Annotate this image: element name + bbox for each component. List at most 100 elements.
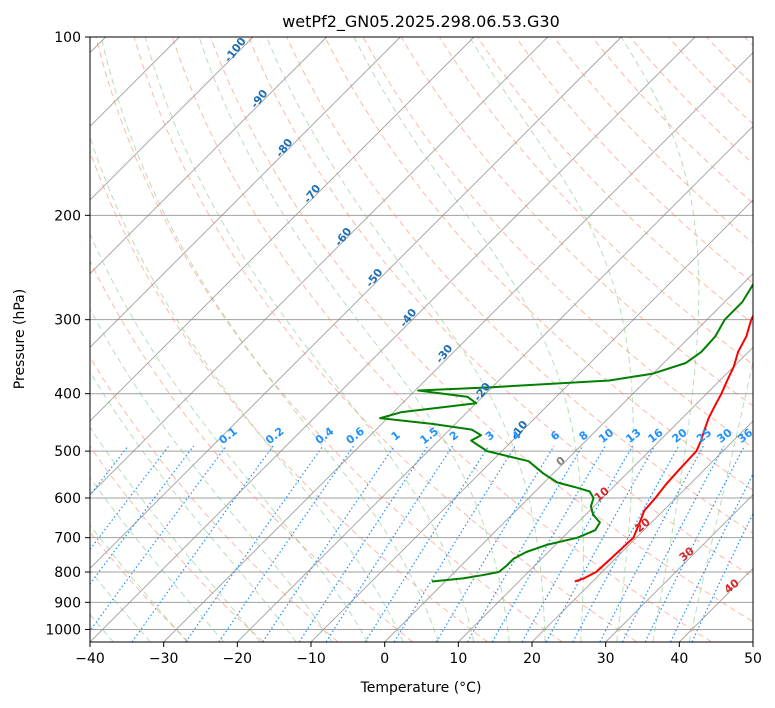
x-tick-label: −20 xyxy=(223,651,253,667)
moist-adiabat-label: -90 xyxy=(248,87,271,111)
isotherm-line xyxy=(90,37,401,348)
isotherm-line xyxy=(752,641,753,642)
mixing-ratio-label: 36 xyxy=(735,426,755,446)
x-tick-label: −40 xyxy=(75,651,105,667)
mixing-ratio-line xyxy=(90,445,170,551)
mixing-ratio-line xyxy=(262,445,395,642)
mixing-ratio-label: 2 xyxy=(447,428,461,443)
isotherm-line xyxy=(310,199,753,642)
y-axis-label: Pressure (hPa) xyxy=(12,289,28,389)
moist-adiabat-line xyxy=(144,37,475,642)
mixing-ratio-line xyxy=(364,445,490,642)
moist-adiabat-line xyxy=(620,37,700,642)
dry-adiabat-line xyxy=(515,37,753,284)
chart-title: wetPf2_GN05.2025.298.06.53.G30 xyxy=(282,12,560,32)
isotherm-line xyxy=(90,37,254,201)
moist-adiabat-label: -60 xyxy=(332,225,355,249)
isotherm-line xyxy=(237,125,753,642)
moist-adiabat-line xyxy=(90,232,369,642)
dry-adiabat-line xyxy=(553,37,753,244)
x-tick-label: 50 xyxy=(744,651,762,667)
mixing-ratio-line xyxy=(393,445,516,642)
y-tick-label: 400 xyxy=(54,387,81,403)
line-labels: 0.1 0.2 0.4 0.6 1 1.5 2 3 4 6 8 10 13 16 20 25 30 36-100-… xyxy=(216,35,755,596)
isotherm-line xyxy=(90,37,622,569)
moist-adiabat-line xyxy=(90,370,297,642)
y-tick-label: 900 xyxy=(54,595,81,611)
moist-adiabat-label: -100 xyxy=(222,35,249,65)
mixing-ratio-line xyxy=(466,445,584,642)
mixing-ratio-line xyxy=(621,445,725,642)
mixing-ratio-line xyxy=(90,445,195,585)
dry-adiabat-label: 30 xyxy=(677,544,697,564)
x-tick-label: 10 xyxy=(449,651,467,667)
moist-adiabat-line xyxy=(198,37,510,642)
isotherm-line xyxy=(605,494,753,642)
dry-adiabat-line xyxy=(286,37,753,534)
mixing-ratio-line xyxy=(545,445,656,642)
x-tick-label: 40 xyxy=(670,651,688,667)
moist-adiabat-label: -40 xyxy=(397,306,420,330)
mixing-ratio-label: 3 xyxy=(483,428,497,443)
dry-adiabat-line xyxy=(90,445,264,642)
profile-lines xyxy=(379,282,753,583)
dewpoint-profile-line xyxy=(379,282,753,583)
moist-adiabat-line xyxy=(90,426,261,642)
moist-adiabat-label: -10 xyxy=(508,418,531,442)
x-tick-label: 0 xyxy=(380,651,389,667)
x-tick-label: 20 xyxy=(523,651,541,667)
dry-adiabat-line xyxy=(744,37,753,47)
isotherm-line xyxy=(163,52,753,642)
mixing-ratio-label: 1 xyxy=(389,428,403,443)
y-tick-label: 800 xyxy=(54,565,81,581)
moist-adiabat-line xyxy=(90,135,404,642)
mixing-ratio-label: 0.1 xyxy=(216,425,239,447)
x-axis-label: Temperature (°C) xyxy=(360,680,482,696)
isotherm-line xyxy=(384,273,753,642)
mixing-ratio-line xyxy=(670,472,753,642)
isotherm-line xyxy=(90,37,696,642)
mixing-ratio-line xyxy=(325,445,454,642)
dry-adiabat-line xyxy=(90,531,190,642)
isotherm-line xyxy=(531,420,753,642)
moist-adiabat-line xyxy=(266,37,546,642)
dry-adiabat-line xyxy=(248,37,753,578)
mixing-ratio-line xyxy=(435,445,555,642)
mixing-ratio-line xyxy=(691,512,753,642)
y-tick-label: 300 xyxy=(54,313,81,329)
dry-adiabat-line xyxy=(95,37,563,642)
moist-adiabat-label: -50 xyxy=(363,266,386,290)
mixing-ratio-label: 0.6 xyxy=(344,424,368,446)
y-tick-label: 100 xyxy=(54,30,81,46)
plot-frame xyxy=(89,36,754,643)
mixing-ratio-line xyxy=(521,445,634,642)
mixing-ratio-line xyxy=(218,445,355,642)
isotherm-line xyxy=(90,37,327,275)
mixing-ratio-label: 25 xyxy=(694,426,714,446)
mixing-ratio-label: 6 xyxy=(548,428,562,443)
mixing-ratio-label: 16 xyxy=(645,426,665,446)
mixing-ratio-line xyxy=(298,445,429,642)
dry-adiabat-line xyxy=(90,356,339,642)
temperature-profile-line xyxy=(574,313,753,583)
mixing-ratio-line xyxy=(644,445,746,642)
x-tick-label: −30 xyxy=(149,651,179,667)
dry-adiabat-label: 10 xyxy=(592,484,612,504)
background-lines xyxy=(90,37,753,642)
mixing-ratio-label: 1.5 xyxy=(418,425,441,447)
mixing-ratio-line xyxy=(90,445,227,632)
isotherm-line xyxy=(90,37,475,422)
moist-adiabat-line xyxy=(469,37,634,642)
moist-adiabat-line xyxy=(100,37,439,642)
moist-adiabat-line xyxy=(353,37,584,642)
dry-adiabat-line xyxy=(90,259,414,642)
moist-adiabat-line xyxy=(90,569,151,642)
isotherm-line xyxy=(458,346,753,642)
y-tick-label: 700 xyxy=(54,531,81,547)
y-tick-label: 500 xyxy=(54,444,81,460)
moist-adiabat-line xyxy=(90,524,188,642)
moist-adiabat-label: -30 xyxy=(433,342,456,366)
y-tick-label: 1000 xyxy=(45,622,81,638)
dry-adiabat-label: 40 xyxy=(722,576,742,596)
